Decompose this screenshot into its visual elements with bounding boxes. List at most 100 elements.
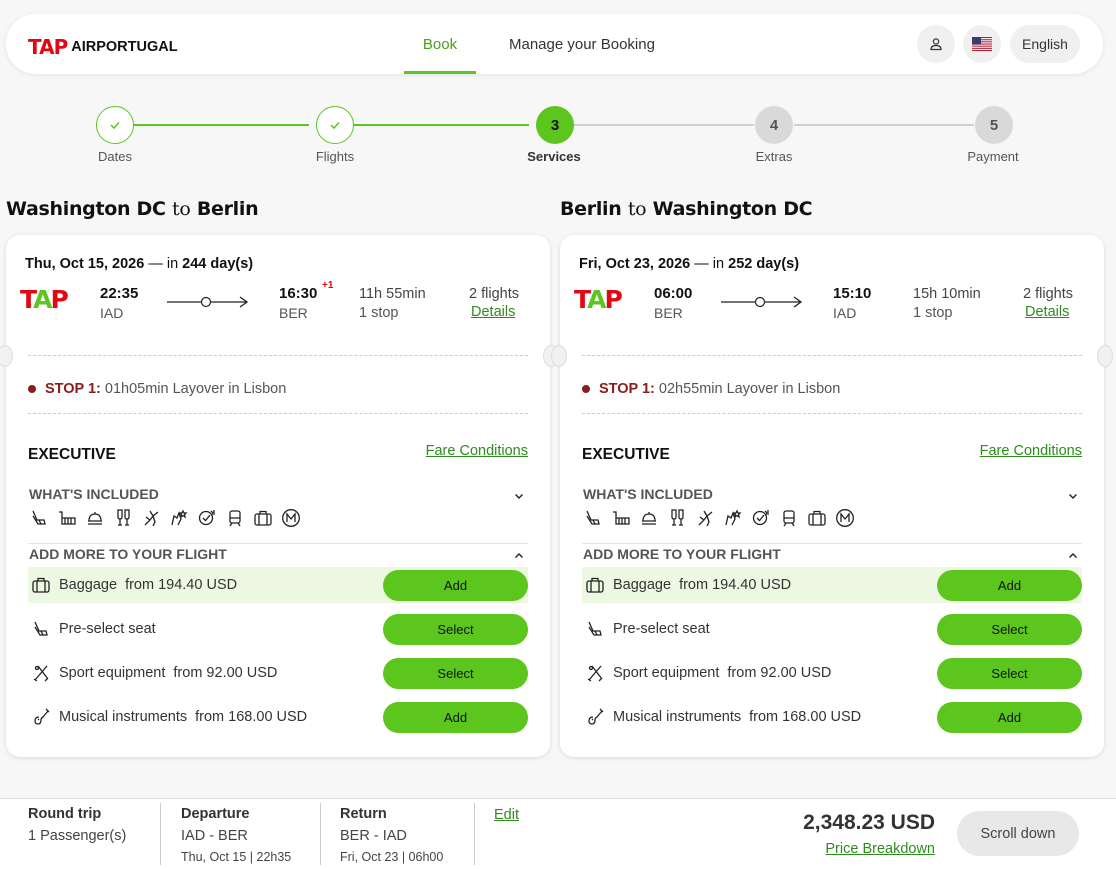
ticket-notch <box>551 345 567 367</box>
seat-icon <box>582 507 603 528</box>
flight-date: Thu, Oct 15, 2026 — in 244 day(s) <box>25 256 254 272</box>
divider <box>582 543 1082 544</box>
addon-add-button[interactable]: Add <box>383 570 528 601</box>
departure-label: Departure <box>181 806 250 822</box>
addon-add-button[interactable]: Add <box>937 702 1082 733</box>
outbound-flight-card: Thu, Oct 15, 2026 — in 244 day(s) TAP 22:3… <box>0 235 559 757</box>
musical-instrument-icon <box>30 707 52 727</box>
lounge-icon <box>610 507 631 528</box>
addon-select-button[interactable]: Select <box>383 658 528 689</box>
musical-instruments-addon-row: Musical instruments from 168.00 USD <box>28 699 528 735</box>
fare-conditions-link[interactable]: Fare Conditions <box>425 443 528 459</box>
edit-link[interactable]: Edit <box>494 807 519 823</box>
whats-included-toggle[interactable]: WHAT'S INCLUDED <box>29 486 159 502</box>
inbound-flight-card: Fri, Oct 23, 2026 — in 252 day(s) TAP 06:0… <box>551 235 1113 757</box>
step-dates[interactable] <box>95 106 135 144</box>
chevron-down-icon[interactable] <box>514 488 524 499</box>
nav-book-tab[interactable]: Book <box>404 14 476 74</box>
flight-date: Fri, Oct 23, 2026 — in 252 day(s) <box>579 256 800 272</box>
addon-select-button[interactable]: Select <box>937 614 1082 645</box>
tap-airline-logo: TAP <box>20 285 69 314</box>
account-button[interactable] <box>917 25 955 63</box>
addon-select-button[interactable]: Select <box>937 658 1082 689</box>
step-connector <box>574 124 754 126</box>
priority-boarding-icon <box>694 507 715 528</box>
arrival-time: 16:30 <box>279 285 318 302</box>
add-more-toggle[interactable]: ADD MORE TO YOUR FLIGHT <box>29 546 227 562</box>
stop-info: STOP 1: 02h55min Layover in Lisbon <box>582 381 840 397</box>
step-extras: 4 <box>754 106 794 144</box>
musical-instrument-icon <box>584 707 606 727</box>
addon-name: Sport equipment <box>613 665 720 681</box>
fare-conditions-link[interactable]: Fare Conditions <box>979 443 1082 459</box>
details-link[interactable]: Details <box>471 304 516 320</box>
arrival-airport: IAD <box>833 305 857 321</box>
addon-price: from 168.00 USD <box>749 709 862 725</box>
step-connector <box>134 124 309 126</box>
divider <box>582 413 1082 414</box>
nav-manage-booking-tab[interactable]: Manage your Booking <box>509 35 655 53</box>
user-icon <box>930 38 942 51</box>
musical-instruments-addon-row: Musical instruments from 168.00 USD <box>582 699 1082 735</box>
divider <box>320 803 321 865</box>
departure-datetime: Thu, Oct 15 | 22h35 <box>181 850 292 864</box>
departure-time: 22:35 <box>100 285 139 302</box>
chevron-up-icon[interactable] <box>514 548 524 558</box>
top-nav-bar: TAP AIRPORTUGAL Book Manage your Booking… <box>6 14 1103 74</box>
departure-airport: BER <box>654 305 683 321</box>
meal-icon <box>638 507 659 528</box>
chevron-down-icon[interactable] <box>1068 488 1078 499</box>
booking-summary-bar: Round trip 1 Passenger(s) Departure IAD … <box>0 798 1116 869</box>
step-label: Extras <box>755 149 793 164</box>
divider <box>160 803 161 865</box>
baggage-icon <box>30 575 52 595</box>
price-breakdown-link[interactable]: Price Breakdown <box>825 841 935 857</box>
addon-price: from 92.00 USD <box>727 665 832 681</box>
included-services-icons <box>582 507 855 528</box>
departure-route: IAD - BER <box>181 828 248 844</box>
step-number: 4 <box>755 106 793 144</box>
departure-airport: IAD <box>100 305 124 321</box>
chevron-up-icon[interactable] <box>1068 548 1078 558</box>
step-services: 3 <box>535 106 575 144</box>
flight-duration: 15h 10min <box>913 286 981 302</box>
addon-add-button[interactable]: Add <box>937 570 1082 601</box>
details-link[interactable]: Details <box>1025 304 1070 320</box>
check-icon <box>96 106 134 144</box>
step-label: Flights <box>315 149 355 164</box>
addon-price: from 168.00 USD <box>195 709 308 725</box>
country-button[interactable] <box>963 25 1001 63</box>
addon-name: Sport equipment <box>59 665 166 681</box>
language-button[interactable]: English <box>1010 25 1080 63</box>
return-route: BER - IAD <box>340 828 407 844</box>
return-datetime: Fri, Oct 23 | 06h00 <box>340 850 444 864</box>
trip-type: Round trip <box>28 806 102 822</box>
arrival-airport: BER <box>279 305 308 321</box>
step-connector <box>354 124 529 126</box>
logo-text: AIRPORTUGAL <box>71 39 178 55</box>
meal-icon <box>84 507 105 528</box>
checkin-icon <box>196 507 217 528</box>
arrival-time: 15:10 <box>833 285 872 302</box>
step-number: 5 <box>975 106 1013 144</box>
divider <box>28 543 528 544</box>
whats-included-toggle[interactable]: WHAT'S INCLUDED <box>583 486 713 502</box>
step-payment: 5 <box>974 106 1014 144</box>
addon-name: Musical instruments <box>59 709 188 725</box>
fare-class: EXECUTIVE <box>582 446 670 463</box>
seat-addon-row: Pre-select seat <box>582 611 1082 647</box>
addon-name: Pre-select seat <box>59 621 156 637</box>
add-more-toggle[interactable]: ADD MORE TO YOUR FLIGHT <box>583 546 781 562</box>
sport-equipment-icon <box>30 663 52 683</box>
checkin-icon <box>750 507 771 528</box>
tap-airline-logo: TAP <box>574 285 623 314</box>
addon-select-button[interactable]: Select <box>383 614 528 645</box>
step-flights[interactable] <box>315 106 355 144</box>
ticket-notch <box>1097 345 1113 367</box>
addon-name: Musical instruments <box>613 709 742 725</box>
tap-logo[interactable]: TAP AIRPORTUGAL <box>28 35 178 59</box>
step-label: Dates <box>98 149 132 164</box>
priority-boarding-icon <box>140 507 161 528</box>
scroll-down-button[interactable]: Scroll down <box>957 811 1079 856</box>
addon-add-button[interactable]: Add <box>383 702 528 733</box>
